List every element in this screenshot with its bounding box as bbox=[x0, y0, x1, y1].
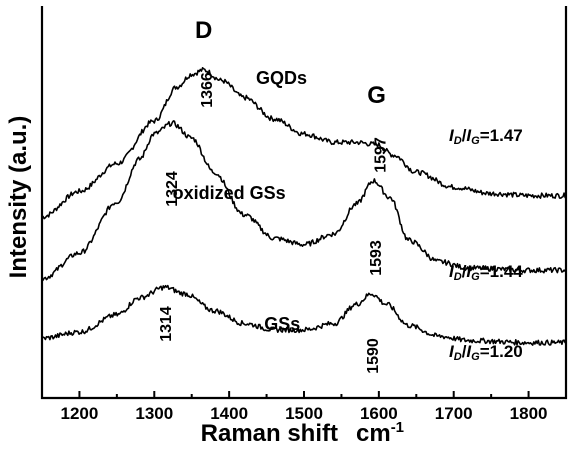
series-group bbox=[41, 67, 567, 346]
x-axis-unit-base: cm bbox=[356, 420, 391, 447]
x-tick-label: 1800 bbox=[510, 404, 548, 423]
id-ig-ratio-label: ID/IG=1.44 bbox=[449, 262, 523, 283]
sample-label: GSs bbox=[264, 314, 300, 334]
axis-frame bbox=[40, 6, 568, 400]
peak-position-label: 1590 bbox=[365, 338, 382, 374]
x-tick-label: 1300 bbox=[135, 404, 173, 423]
ratio-value: =1.44 bbox=[480, 262, 524, 281]
x-axis-title: Raman shift bbox=[201, 420, 338, 447]
peak-position-label: 1324 bbox=[164, 171, 181, 207]
series-line-0 bbox=[41, 67, 567, 220]
x-tick-label: 1700 bbox=[435, 404, 473, 423]
id-ig-ratio-label: ID/IG=1.47 bbox=[449, 126, 523, 147]
x-axis-unit-exponent: -1 bbox=[391, 419, 404, 436]
id-ig-ratio-label: ID/IG=1.20 bbox=[449, 342, 523, 363]
x-tick-label: 1200 bbox=[61, 404, 99, 423]
peak-position-label: 1597 bbox=[373, 137, 390, 173]
peak-letter-D: D bbox=[195, 17, 212, 44]
peak-position-label: 1366 bbox=[199, 72, 216, 108]
peak-letter-G: G bbox=[367, 82, 386, 109]
peak-position-label: 1314 bbox=[158, 306, 175, 342]
y-axis-title: Intensity (a.u.) bbox=[5, 116, 32, 279]
sample-label: oxidized GSs bbox=[173, 183, 286, 203]
annotation-group: D G 1366 1597 1324 1593 1314 1590 GQDs oxidized G… bbox=[158, 17, 524, 374]
ratio-value: =1.20 bbox=[480, 342, 523, 361]
x-tick-label: 1400 bbox=[210, 404, 248, 423]
x-tick-label: 1600 bbox=[360, 404, 398, 423]
peak-position-label: 1593 bbox=[368, 240, 385, 276]
axes: 1200 1300 1400 1500 1600 1700 1800 Raman shift… bbox=[5, 6, 568, 447]
x-axis-unit: cm-1 bbox=[356, 419, 404, 447]
sample-label: GQDs bbox=[256, 68, 307, 88]
x-ticks: 1200 1300 1400 1500 1600 1700 1800 bbox=[41, 391, 567, 423]
x-tick-label: 1500 bbox=[285, 404, 323, 423]
series-line-2 bbox=[41, 284, 567, 346]
ratio-value: =1.47 bbox=[480, 126, 523, 145]
series-line-1 bbox=[41, 120, 566, 282]
